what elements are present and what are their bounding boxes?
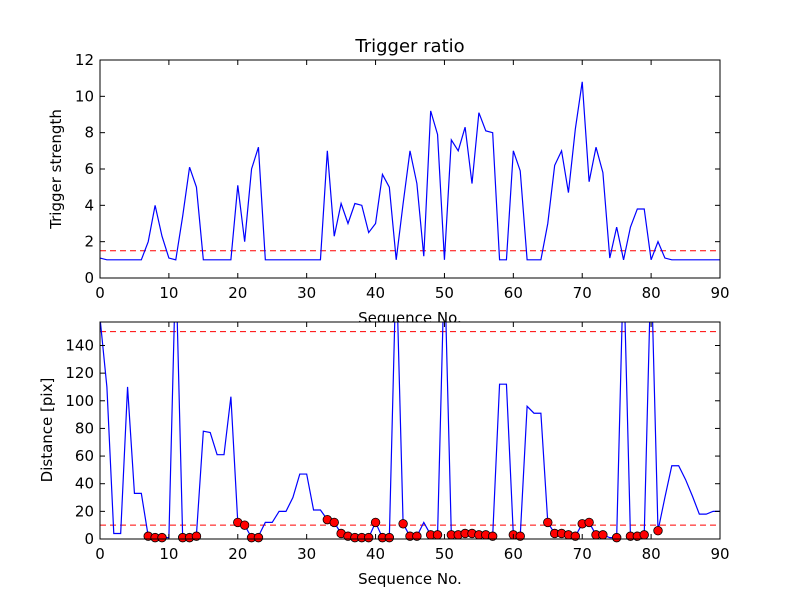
data-marker bbox=[653, 526, 663, 536]
y-tick-label: 0 bbox=[84, 269, 94, 287]
data-marker bbox=[639, 530, 649, 540]
y-ticks: 0 2 4 6 8 10 12 bbox=[75, 51, 720, 287]
x-tick-label: 40 bbox=[366, 545, 385, 563]
x-tick-label: 10 bbox=[159, 284, 178, 302]
y-tick-label: 80 bbox=[75, 419, 94, 437]
data-marker bbox=[487, 531, 498, 541]
y-tick-label: 8 bbox=[84, 124, 94, 142]
x-tick-label: 0 bbox=[95, 545, 105, 563]
y-tick-label: 40 bbox=[75, 475, 94, 493]
data-marker bbox=[239, 520, 250, 530]
data-marker bbox=[253, 532, 264, 543]
x-tick-label: 80 bbox=[642, 284, 661, 302]
y-tick-label: 140 bbox=[65, 336, 94, 354]
data-marker bbox=[398, 519, 408, 529]
data-marker bbox=[611, 532, 622, 543]
threshold-lines bbox=[100, 331, 720, 526]
y-tick-label: 2 bbox=[84, 233, 94, 251]
data-marker bbox=[363, 532, 374, 543]
x-ticks: 0 10 20 30 40 50 60 70 80 90 bbox=[95, 60, 730, 302]
x-tick-label: 60 bbox=[504, 284, 523, 302]
data-marker bbox=[584, 517, 594, 528]
y-axis-label: Trigger strength bbox=[47, 109, 65, 230]
x-tick-label: 20 bbox=[228, 545, 247, 563]
y-tick-label: 120 bbox=[65, 364, 94, 382]
marker-group bbox=[143, 514, 663, 543]
y-ticks: 0 20 40 60 80 100 120 140 bbox=[65, 336, 720, 548]
plot-area bbox=[100, 322, 720, 539]
x-tick-label: 90 bbox=[710, 545, 729, 563]
x-tick-label: 10 bbox=[159, 545, 178, 563]
x-tick-label: 40 bbox=[366, 284, 385, 302]
y-tick-label: 10 bbox=[75, 87, 94, 105]
x-tick-label: 50 bbox=[435, 284, 454, 302]
distance-axes: 0 10 20 30 40 50 60 70 80 90 0 20 40 60 80 100 120 140 S… bbox=[38, 321, 730, 588]
x-tick-label: 20 bbox=[228, 284, 247, 302]
x-tick-label: 80 bbox=[642, 545, 661, 563]
x-tick-label: 0 bbox=[95, 284, 105, 302]
series-line bbox=[100, 81, 720, 261]
trigger-ratio-axes: 0 10 20 30 40 50 60 70 80 90 0 2 4 6 8 10 12 Trigger ra… bbox=[47, 36, 730, 327]
y-tick-label: 0 bbox=[84, 530, 94, 548]
chart-title: Trigger ratio bbox=[354, 36, 464, 57]
y-tick-label: 20 bbox=[75, 502, 94, 520]
data-marker bbox=[157, 532, 167, 543]
data-marker bbox=[191, 531, 202, 541]
data-marker bbox=[432, 530, 443, 540]
data-marker bbox=[329, 517, 339, 528]
data-marker bbox=[384, 532, 395, 543]
y-axis-label: Distance [pix] bbox=[38, 378, 56, 483]
x-ticks: 0 10 20 30 40 50 60 70 80 90 bbox=[95, 322, 730, 563]
y-tick-label: 100 bbox=[65, 392, 94, 410]
x-tick-label: 30 bbox=[297, 545, 316, 563]
y-tick-label: 12 bbox=[75, 51, 94, 69]
data-marker bbox=[515, 531, 525, 541]
x-tick-label: 70 bbox=[573, 284, 592, 302]
data-marker bbox=[543, 517, 553, 528]
x-axis-label: Sequence No. bbox=[358, 570, 462, 588]
x-tick-label: 60 bbox=[504, 545, 523, 563]
y-tick-label: 4 bbox=[84, 196, 94, 214]
x-tick-label: 30 bbox=[297, 284, 316, 302]
data-marker bbox=[370, 517, 381, 528]
y-tick-label: 60 bbox=[75, 447, 94, 465]
x-tick-label: 50 bbox=[435, 545, 454, 563]
axes-frame bbox=[99, 321, 721, 540]
plot-area bbox=[100, 60, 720, 278]
data-marker bbox=[598, 530, 608, 540]
data-marker bbox=[412, 531, 422, 541]
x-tick-label: 70 bbox=[573, 545, 592, 563]
series-group bbox=[100, 81, 720, 261]
x-tick-label: 90 bbox=[710, 284, 729, 302]
y-tick-label: 6 bbox=[84, 160, 94, 178]
data-marker bbox=[570, 531, 581, 541]
